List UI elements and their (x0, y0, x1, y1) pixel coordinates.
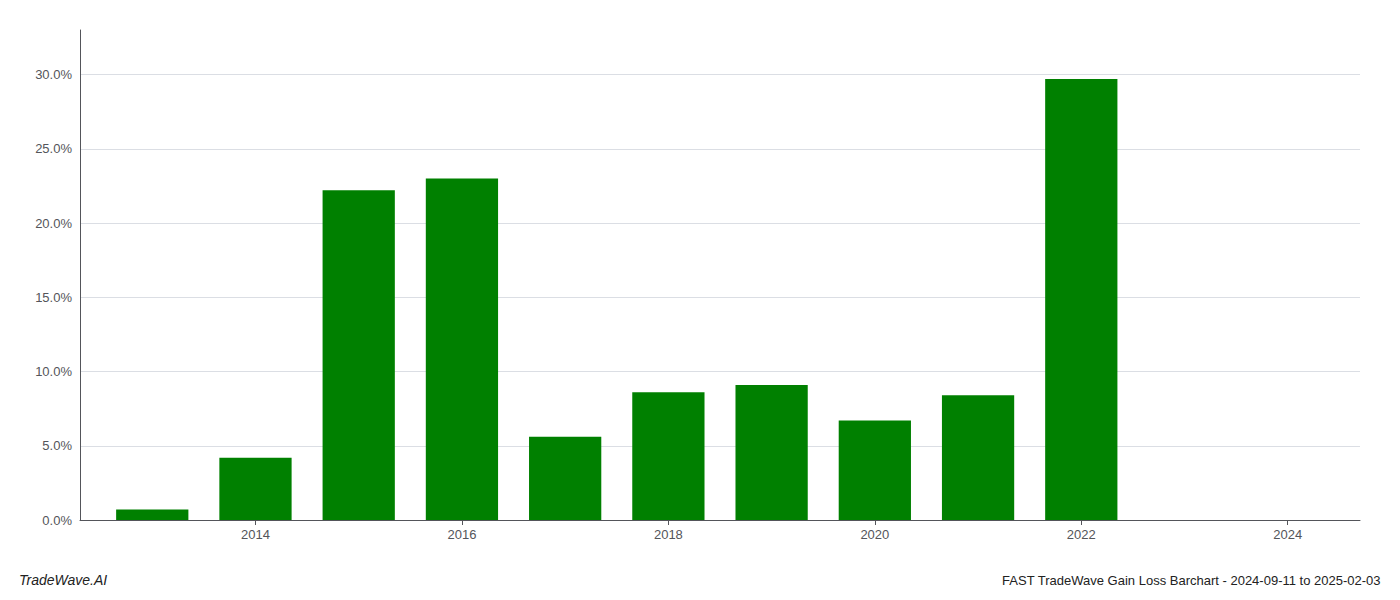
svg-text:25.0%: 25.0% (35, 141, 72, 156)
svg-text:2016: 2016 (447, 527, 476, 542)
svg-text:20.0%: 20.0% (35, 216, 72, 231)
svg-text:FAST TradeWave Gain Loss Barch: FAST TradeWave Gain Loss Barchart - 2024… (1002, 573, 1380, 588)
svg-text:2014: 2014 (241, 527, 270, 542)
svg-text:5.0%: 5.0% (42, 438, 72, 453)
svg-text:2020: 2020 (860, 527, 889, 542)
svg-text:TradeWave.AI: TradeWave.AI (19, 572, 107, 588)
svg-text:15.0%: 15.0% (35, 290, 72, 305)
svg-text:2022: 2022 (1067, 527, 1096, 542)
svg-text:2018: 2018 (654, 527, 683, 542)
svg-text:30.0%: 30.0% (35, 67, 72, 82)
svg-text:2024: 2024 (1273, 527, 1302, 542)
svg-text:0.0%: 0.0% (42, 513, 72, 528)
svg-text:10.0%: 10.0% (35, 364, 72, 379)
